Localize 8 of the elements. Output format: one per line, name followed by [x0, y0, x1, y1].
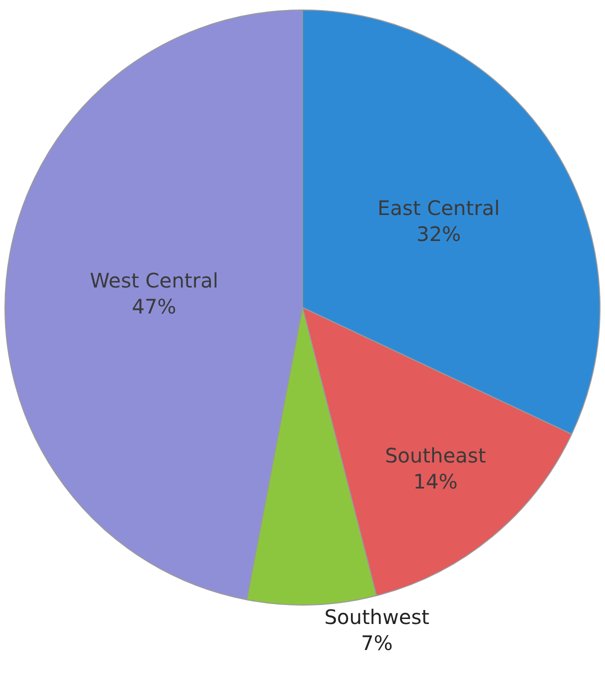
- slice-label: East Central: [378, 196, 500, 220]
- data-label: 47%: [132, 294, 176, 318]
- slice-label: West Central: [90, 268, 218, 292]
- slice-label: Southwest: [324, 604, 430, 629]
- data-label: 7%: [361, 630, 393, 655]
- data-label: 14%: [413, 469, 458, 494]
- slice-label: Southeast: [384, 443, 486, 468]
- data-label: 32%: [416, 222, 461, 246]
